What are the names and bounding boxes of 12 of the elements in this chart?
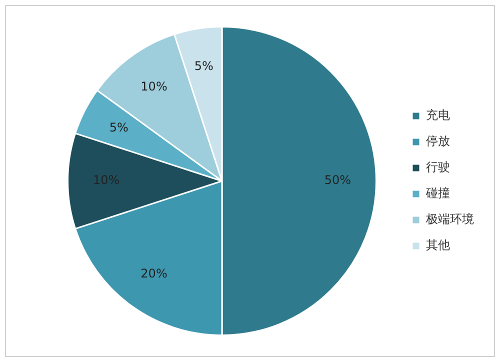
data-label: 20% [140,266,168,281]
legend-label: 其他 [426,238,450,252]
data-label: 5% [194,58,214,73]
data-label: 5% [109,120,128,135]
data-label: 50% [324,173,352,188]
data-label: 10% [92,173,120,188]
legend-label: 极端环境 [425,212,474,226]
legend-label: 碰撞 [425,186,450,200]
legend-label: 停放 [426,134,450,148]
legend-label: 充电 [426,108,450,122]
data-label: 10% [140,80,168,94]
legend-label: 行驶 [426,160,450,174]
